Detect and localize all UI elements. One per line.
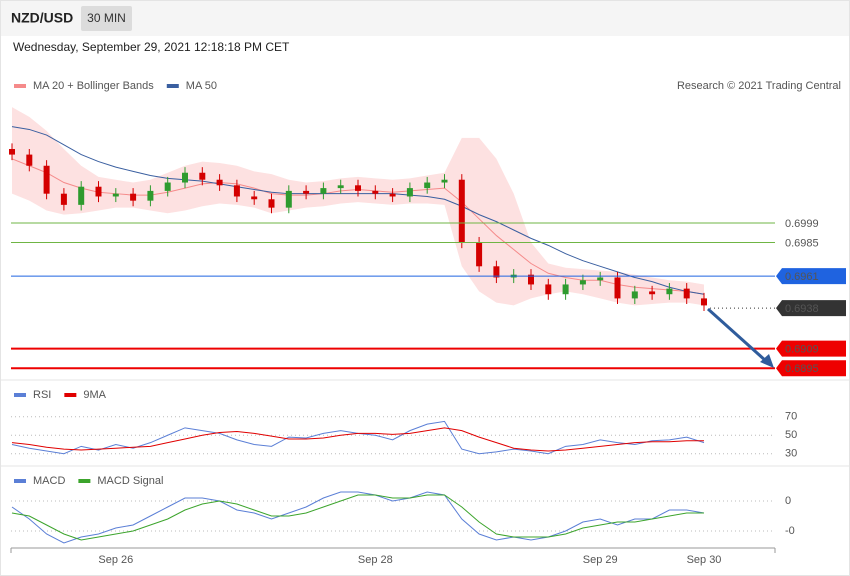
price-level-label: 0.6999: [785, 218, 819, 230]
candle-body: [666, 288, 673, 295]
legend-swatch: [166, 84, 179, 88]
header-bar: [0, 0, 850, 36]
legend-swatch: [14, 84, 26, 88]
symbol: NZD/USD: [11, 10, 73, 26]
candle-body: [579, 280, 586, 285]
legend-label: 9MA: [83, 389, 106, 401]
candle-body: [389, 193, 396, 197]
price-level-label: 0.6985: [785, 237, 819, 249]
candle-body: [614, 277, 621, 299]
x-tick-label: Sep 26: [98, 554, 133, 566]
candle-body: [182, 172, 188, 183]
x-tick-label: Sep 28: [358, 554, 393, 566]
y-tick-label: 70: [785, 411, 797, 423]
y-tick-label: 30: [785, 448, 797, 460]
candle-body: [597, 277, 604, 281]
price-level-box: [776, 340, 846, 357]
candle-body: [43, 165, 50, 194]
candle-body: [268, 199, 275, 208]
moving-average: [11, 126, 705, 295]
price-level-box: [776, 268, 846, 285]
candle-body: [493, 266, 500, 278]
y-tick-label: 50: [785, 429, 797, 441]
candle-body: [303, 190, 310, 194]
candle-body: [216, 179, 223, 186]
timeframe-box[interactable]: [81, 6, 132, 31]
legend-swatch: [14, 393, 26, 397]
y-tick-label: 0: [785, 495, 791, 507]
candle-body: [285, 190, 292, 208]
price-level-label: 0.6895: [785, 363, 819, 375]
candle-body: [441, 179, 448, 183]
forecast-arrow-head: [760, 354, 774, 368]
candle-body: [164, 182, 171, 191]
candle-body: [476, 242, 483, 267]
candle-body: [112, 193, 119, 197]
legend-label: MA 50: [186, 80, 217, 92]
candle-body: [424, 182, 431, 189]
price-level-label: 0.6961: [785, 271, 819, 283]
legend-label: RSI: [33, 389, 51, 401]
candle-body: [372, 190, 379, 194]
price-level-box: [776, 300, 846, 317]
timeframe[interactable]: 30 MIN: [87, 11, 126, 25]
credit: Research © 2021 Trading Central: [677, 80, 841, 92]
candle-body: [60, 193, 67, 205]
candle-body: [528, 274, 534, 285]
indicator-line: [11, 420, 705, 455]
candle-body: [147, 190, 154, 201]
legend-swatch: [64, 393, 77, 397]
candle-body: [9, 149, 15, 155]
indicator-line: [11, 427, 704, 452]
candle-body: [631, 291, 638, 299]
candle-body: [130, 193, 137, 201]
x-tick-label: Sep 29: [583, 554, 618, 566]
forecast-arrow: [706, 307, 768, 363]
legend-label: MA 20 + Bollinger Bands: [33, 80, 154, 92]
legend-label: MACD Signal: [97, 475, 163, 487]
legend-label: MACD: [33, 475, 65, 487]
candle-body: [355, 185, 361, 191]
datetime: Wednesday, September 29, 2021 12:18:18 P…: [13, 40, 290, 54]
x-tick-label: Sep 30: [687, 554, 722, 566]
price-level-label: 0.6938: [785, 303, 819, 315]
candle-body: [458, 179, 465, 243]
candle-body: [199, 172, 206, 180]
candle-body: [683, 288, 690, 299]
candle-body: [233, 185, 240, 197]
candle-body: [78, 186, 85, 205]
legend-swatch: [14, 479, 26, 483]
candle-body: [251, 196, 258, 200]
legend-swatch: [78, 479, 91, 483]
indicator-line: [11, 491, 705, 544]
candle-body: [545, 284, 552, 295]
y-tick-label: -0: [785, 525, 795, 537]
indicator-line: [11, 494, 704, 541]
candle-body: [337, 185, 344, 189]
candle-body: [26, 154, 33, 166]
price-level-label: 0.6909: [785, 344, 819, 356]
candle-body: [95, 186, 102, 197]
candle-body: [320, 188, 327, 194]
candle-body: [562, 284, 569, 295]
bollinger-band: [12, 107, 704, 306]
candle-body: [649, 291, 656, 295]
candle-body: [701, 298, 707, 306]
candle-body: [406, 188, 413, 197]
price-level-box: [776, 360, 846, 377]
